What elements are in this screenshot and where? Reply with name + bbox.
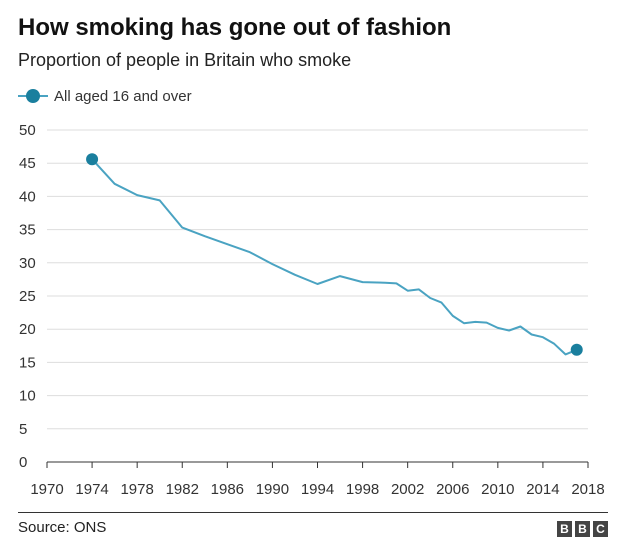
- y-tick-label-45: 45: [19, 155, 36, 172]
- x-tick-label-2002: 2002: [391, 481, 424, 498]
- x-tick-label-2018: 2018: [571, 481, 604, 498]
- chart-title: How smoking has gone out of fashion: [18, 14, 452, 41]
- x-tick-label-1982: 1982: [166, 481, 199, 498]
- x-tick-label-1990: 1990: [256, 481, 289, 498]
- x-tick-label-2010: 2010: [481, 481, 514, 498]
- legend-swatch: [18, 86, 48, 106]
- logo-letter-c: C: [593, 521, 608, 537]
- y-tick-label-0: 0: [19, 454, 27, 471]
- x-tick-label-1970: 1970: [30, 481, 63, 498]
- bbc-logo: B B C: [557, 521, 608, 537]
- x-tick-label-1986: 1986: [211, 481, 244, 498]
- logo-letter-b1: B: [557, 521, 572, 537]
- y-tick-label-40: 40: [19, 188, 36, 205]
- x-tick-label-2006: 2006: [436, 481, 469, 498]
- legend: All aged 16 and over: [18, 86, 192, 106]
- y-tick-label-10: 10: [19, 388, 36, 405]
- x-tick-label-1974: 1974: [75, 481, 108, 498]
- x-tick-label-2014: 2014: [526, 481, 559, 498]
- y-tick-label-15: 15: [19, 354, 36, 371]
- x-tick-label-1998: 1998: [346, 481, 379, 498]
- legend-label: All aged 16 and over: [54, 87, 192, 105]
- data-point-2017: [570, 343, 583, 356]
- chart-subtitle: Proportion of people in Britain who smok…: [18, 50, 352, 70]
- x-tick-label-1978: 1978: [120, 481, 153, 498]
- y-tick-label-25: 25: [19, 288, 36, 305]
- logo-letter-b2: B: [575, 521, 590, 537]
- y-tick-label-30: 30: [19, 255, 36, 272]
- source-note: Source: ONS: [18, 519, 107, 536]
- data-point-1974: [86, 153, 99, 166]
- y-tick-label-5: 5: [19, 421, 27, 438]
- y-tick-label-20: 20: [19, 321, 36, 338]
- x-tick-label-1994: 1994: [301, 481, 334, 498]
- series-line-all-aged-16-and-over: [91, 158, 578, 356]
- y-tick-label-35: 35: [19, 222, 36, 239]
- y-tick-label-50: 50: [19, 122, 36, 139]
- footer-divider: [18, 512, 608, 513]
- legend-marker-icon: [26, 89, 40, 103]
